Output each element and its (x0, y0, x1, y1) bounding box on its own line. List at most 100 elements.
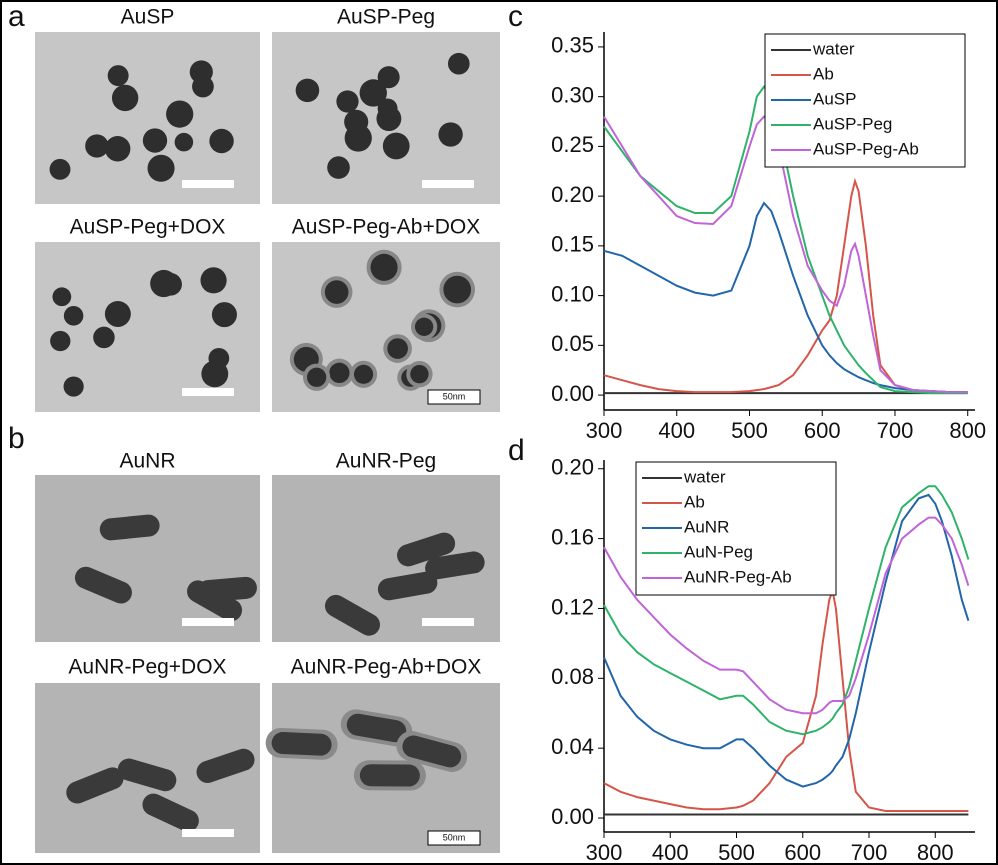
y-tick-label: 0.10 (551, 281, 594, 306)
series-line (603, 201, 968, 394)
scale-bar (422, 618, 474, 626)
tem-images: AuSP AuSP-Peg AuSP-Peg+DOX AuSP-Peg-Ab+DOX 5… (35, 6, 500, 853)
particle (306, 367, 327, 387)
scale-bar (182, 829, 234, 837)
particle (174, 132, 194, 152)
particle (443, 275, 472, 304)
image-label: AuSP-Peg (337, 6, 435, 29)
legend-label: Ab (684, 492, 705, 511)
panel-label: c (508, 0, 523, 33)
particle (336, 90, 359, 113)
y-tick-label: 0.00 (551, 381, 594, 406)
series-line (603, 485, 970, 736)
particle (447, 52, 470, 75)
y-tick-label: 0.15 (551, 232, 594, 257)
particle (66, 767, 124, 804)
x-tick-label: 700 (851, 840, 888, 865)
charts: 0.00 0.05 0.10 0.15 0.20 0.25 0.30 0.35 300 400 50… (551, 32, 986, 865)
particle (50, 330, 71, 352)
legend-label: AuSP-Peg (813, 114, 892, 133)
image-label: AuSP-Peg-Ab+DOX (292, 216, 481, 239)
x-tick-label: 300 (586, 840, 623, 865)
x-tick-label: 600 (804, 418, 841, 443)
x-tick-label: 600 (784, 840, 821, 865)
legend-label: AuNR (684, 517, 729, 536)
particle (52, 287, 72, 307)
y-tick-label: 0.05 (551, 331, 594, 356)
series-line (603, 493, 970, 788)
scale-bar (182, 180, 234, 188)
series-line (603, 516, 970, 715)
legend-label: AuSP-Peg-Ab (813, 139, 919, 158)
particle (93, 326, 115, 349)
image-label: AuSP (121, 6, 175, 29)
particle (382, 132, 410, 160)
particle (63, 306, 84, 326)
particle (166, 100, 194, 128)
particle (387, 338, 408, 359)
particle (104, 135, 131, 162)
particle (353, 364, 374, 384)
y-tick-label: 0.25 (551, 132, 594, 157)
particle (200, 267, 227, 294)
y-tick-label: 0.35 (551, 33, 594, 58)
particle (346, 713, 407, 743)
particle (142, 793, 199, 832)
series-line (603, 177, 968, 394)
series-line (603, 587, 969, 812)
particle (142, 128, 168, 153)
y-tick-label: 0.00 (551, 804, 594, 829)
scale-label: 50nm (443, 391, 466, 401)
particle (208, 347, 230, 369)
scale-bar (182, 388, 234, 396)
particle (209, 128, 234, 154)
particle (211, 302, 237, 328)
image-label: AuNR-Peg-Ab+DOX (291, 656, 482, 679)
x-tick-label: 300 (586, 418, 623, 443)
image-label: AuSP-Peg+DOX (70, 216, 226, 239)
particle (197, 576, 257, 603)
x-tick-label: 700 (877, 418, 914, 443)
particle (147, 154, 175, 182)
particle (74, 566, 132, 604)
particle (402, 735, 462, 768)
scale-bar (427, 830, 481, 846)
particle (414, 317, 434, 336)
y-tick-label: 0.16 (551, 524, 594, 549)
series-line (603, 84, 968, 395)
y-tick-label: 0.20 (551, 182, 594, 207)
particle (377, 571, 438, 601)
particle (117, 758, 177, 792)
particle (344, 109, 369, 134)
legend-label: AuSP (813, 89, 856, 108)
particle (111, 84, 139, 112)
legend-label: water (683, 467, 726, 486)
legend-label: AuN-Peg (684, 542, 753, 561)
particle (425, 551, 485, 580)
scale-label: 50nm (443, 832, 466, 842)
particle (196, 748, 255, 783)
particle (295, 78, 320, 103)
particle (376, 106, 402, 132)
particle (438, 122, 463, 147)
particle (49, 158, 71, 180)
y-tick-label: 0.12 (551, 594, 594, 619)
x-tick-label: 800 (917, 840, 954, 865)
particle (324, 280, 349, 304)
y-tick-label: 0.08 (551, 664, 594, 689)
particle (189, 60, 213, 84)
panel-label: d (508, 434, 525, 467)
x-tick-label: 400 (652, 840, 689, 865)
particle (377, 66, 400, 89)
panel-label: a (8, 0, 25, 33)
scale-bar (422, 180, 474, 188)
y-tick-label: 0.04 (551, 734, 594, 759)
particle (99, 514, 160, 541)
image-label: AuNR (119, 450, 175, 473)
particle (329, 362, 350, 384)
legend-label: water (812, 39, 855, 58)
particle (359, 764, 420, 787)
legend-label: AuNR-Peg-Ab (684, 567, 792, 586)
particle (397, 532, 456, 567)
